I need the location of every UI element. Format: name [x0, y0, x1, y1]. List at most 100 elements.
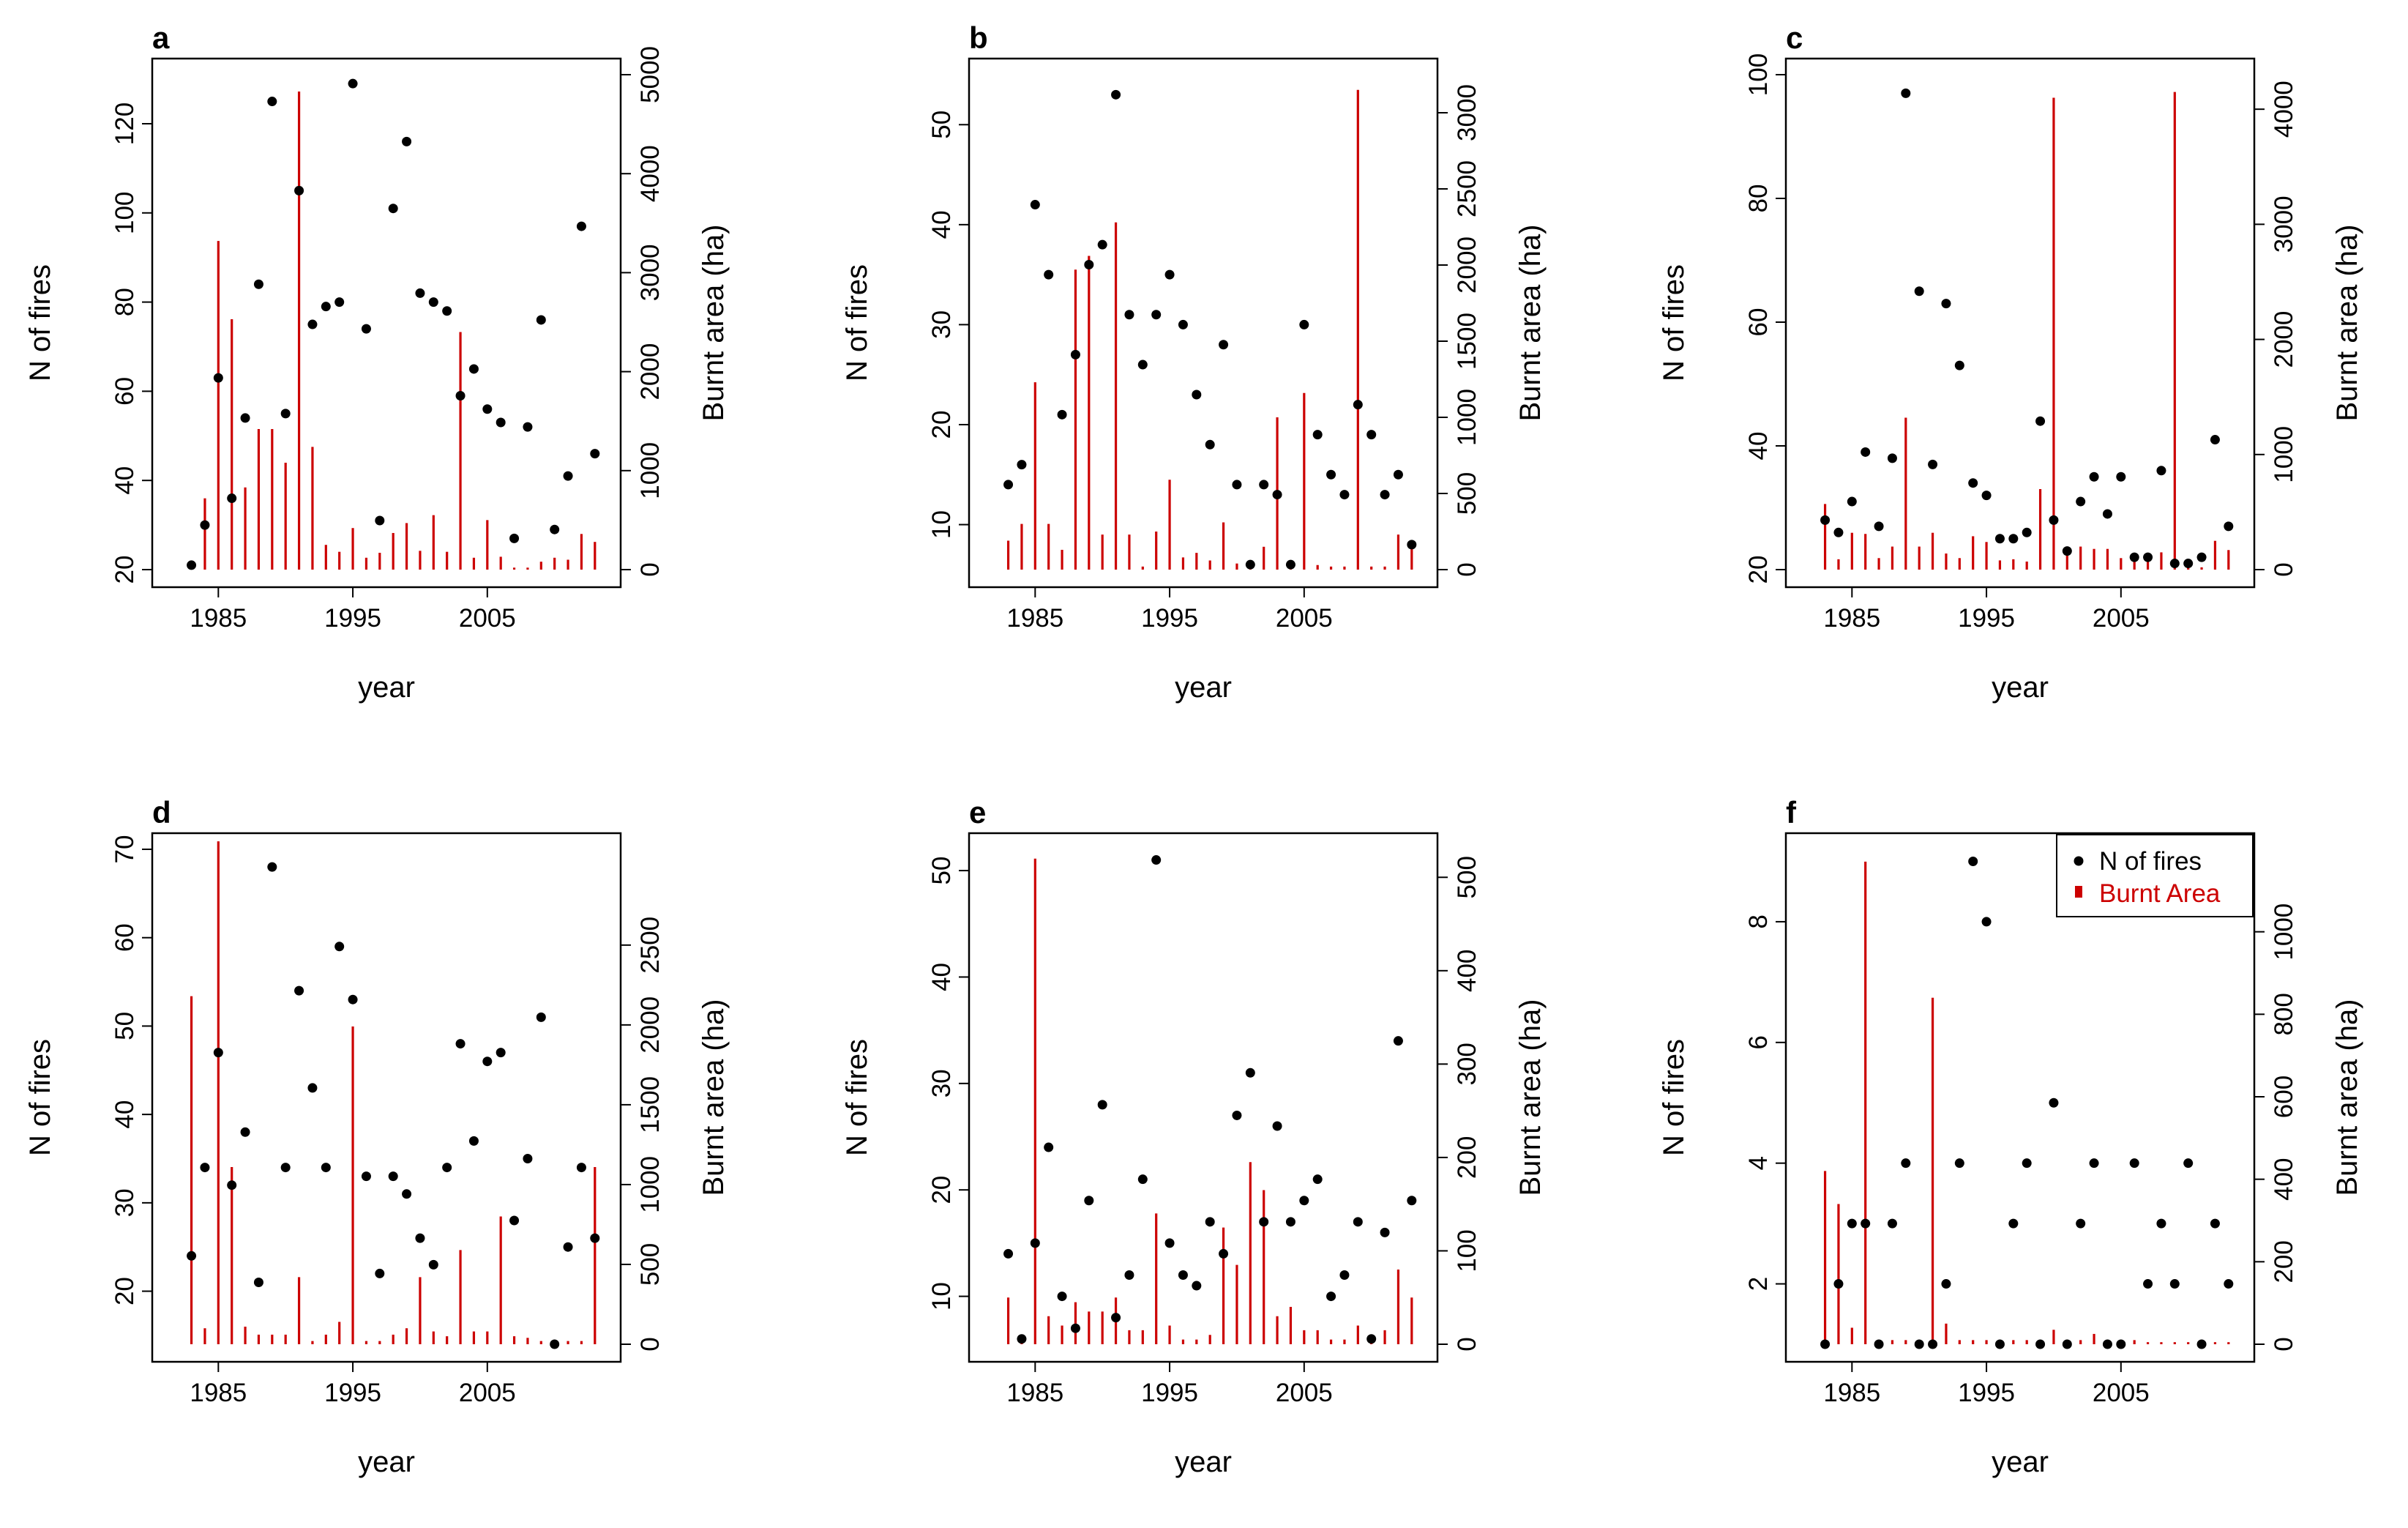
- n-fires-point: [563, 471, 573, 481]
- n-fires-point: [1192, 1281, 1202, 1291]
- n-fires-point: [496, 1048, 506, 1058]
- n-fires-point: [2129, 552, 2139, 562]
- panel-label: a: [152, 21, 170, 55]
- n-fires-point: [2143, 552, 2153, 562]
- n-fires-point: [1219, 1248, 1229, 1259]
- n-fires-point: [1259, 1217, 1269, 1227]
- n-fires-point: [1820, 1339, 1831, 1349]
- n-fires-point: [2183, 559, 2194, 569]
- y-right-tick-label: 3000: [2270, 195, 2298, 253]
- y-right-tick-label: 100: [1453, 1229, 1481, 1272]
- n-fires-point: [563, 1242, 573, 1252]
- x-tick-label: 2005: [459, 1379, 516, 1407]
- n-fires-point: [2022, 527, 2032, 537]
- n-fires-point: [1393, 1036, 1403, 1046]
- n-fires-point: [361, 1171, 371, 1182]
- n-fires-point: [1326, 1292, 1336, 1302]
- plot-frame: [151, 832, 622, 1363]
- n-fires-point: [1901, 1158, 1911, 1169]
- x-tick-label: 1985: [190, 1379, 247, 1407]
- n-fires-point: [2116, 472, 2126, 482]
- n-fires-point: [1124, 1270, 1134, 1281]
- plot-frame: [151, 57, 622, 589]
- n-fires-point: [1312, 430, 1323, 440]
- y-right-tick-label: 200: [2270, 1240, 2298, 1283]
- n-fires-point: [2089, 1158, 2099, 1169]
- n-fires-point: [468, 364, 479, 374]
- n-fires-point: [307, 1083, 318, 1093]
- n-fires-point: [1285, 559, 1295, 570]
- n-fires-point: [576, 1163, 586, 1173]
- y-left-tick-label: 30: [927, 1069, 956, 1097]
- n-fires-point: [2049, 1097, 2059, 1108]
- y-left-tick-label: 40: [927, 963, 956, 991]
- y-right-tick-label: 0: [636, 562, 665, 576]
- n-fires-point: [1968, 856, 1978, 866]
- y-right-tick-label: 1000: [2270, 903, 2298, 961]
- x-axis-label: year: [358, 1446, 415, 1478]
- y-left-axis-label: N of fires: [24, 264, 56, 381]
- n-fires-point: [1914, 286, 1924, 297]
- x-axis-label: year: [1175, 671, 1232, 704]
- n-fires-point: [1954, 360, 1964, 370]
- n-fires-point: [1192, 390, 1202, 400]
- n-fires-point: [1981, 917, 1992, 927]
- y-left-tick-label: 60: [111, 923, 139, 952]
- y-left-tick-label: 50: [111, 1012, 139, 1040]
- y-left-tick-label: 80: [1744, 185, 1773, 213]
- n-fires-point: [227, 493, 237, 504]
- y-left-tick-label: 20: [927, 1176, 956, 1204]
- n-fires-point: [496, 417, 506, 428]
- n-fires-point: [1833, 527, 1844, 537]
- n-fires-point: [1057, 1292, 1067, 1302]
- y-right-tick-label: 0: [2270, 1337, 2298, 1351]
- n-fires-point: [1874, 521, 1884, 532]
- n-fires-point: [1928, 1339, 1938, 1349]
- y-right-tick-label: 1500: [636, 1076, 665, 1133]
- n-fires-point: [1901, 88, 1911, 98]
- n-fires-point: [1861, 447, 1871, 457]
- y-left-tick-label: 60: [1744, 308, 1773, 337]
- n-fires-point: [1887, 453, 1897, 463]
- n-fires-point: [1994, 1339, 2005, 1349]
- n-fires-point: [1178, 319, 1188, 329]
- x-tick-label: 1995: [1141, 1379, 1198, 1407]
- y-left-tick-label: 10: [927, 1282, 956, 1311]
- n-fires-point: [348, 994, 358, 1005]
- n-fires-point: [240, 1127, 250, 1137]
- y-right-tick-label: 300: [1453, 1043, 1481, 1085]
- y-right-tick-label: 2000: [2270, 311, 2298, 368]
- legend-box: [2056, 834, 2254, 917]
- y-right-tick-label: 1500: [1453, 313, 1481, 370]
- n-fires-point: [1339, 490, 1350, 500]
- y-right-tick-label: 1000: [636, 442, 665, 499]
- n-fires-point: [468, 1136, 479, 1146]
- y-left-tick-label: 80: [111, 288, 139, 316]
- n-fires-point: [1326, 469, 1336, 480]
- y-right-tick-label: 4000: [2270, 81, 2298, 138]
- n-fires-point: [2102, 1339, 2112, 1349]
- n-fires-point: [388, 204, 398, 214]
- panel-label: d: [152, 795, 171, 830]
- n-fires-point: [536, 1012, 546, 1022]
- n-fires-point: [307, 319, 318, 329]
- y-right-axis-label: Burnt area (ha): [698, 999, 730, 1196]
- n-fires-point: [1111, 89, 1121, 100]
- n-fires-point: [1097, 239, 1107, 250]
- n-fires-point: [1245, 559, 1255, 570]
- n-fires-point: [415, 1233, 425, 1243]
- y-right-tick-label: 0: [2270, 562, 2298, 576]
- n-fires-point: [2169, 1279, 2180, 1289]
- n-fires-point: [375, 515, 385, 526]
- n-fires-point: [2196, 1339, 2207, 1349]
- n-fires-point: [509, 533, 520, 543]
- n-fires-point: [1219, 340, 1229, 350]
- y-right-tick-label: 800: [2270, 993, 2298, 1035]
- n-fires-point: [1017, 1334, 1027, 1344]
- y-right-tick-label: 0: [1453, 1337, 1481, 1351]
- n-fires-point: [1084, 1196, 1094, 1206]
- panel-label: e: [969, 795, 986, 830]
- n-fires-point: [2210, 1218, 2220, 1229]
- n-fires-point: [1954, 1158, 1964, 1169]
